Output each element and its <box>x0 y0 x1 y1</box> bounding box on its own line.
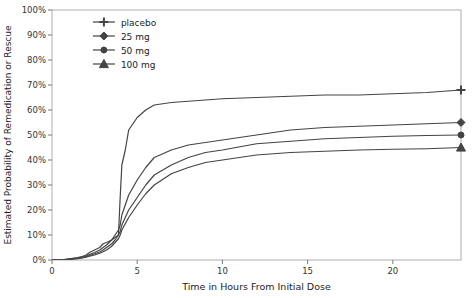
y-tick <box>48 60 52 61</box>
legend: placebo 25 mg 50 mg 100 mg <box>93 18 157 70</box>
x-tick-label: 5 <box>134 266 139 276</box>
legend-label: 25 mg <box>121 32 150 42</box>
legend-label: 50 mg <box>121 46 150 56</box>
x-tick <box>137 260 138 264</box>
y-tick-label: 50% <box>27 130 46 140</box>
end-marker <box>457 119 465 127</box>
y-tick-label: 70% <box>27 80 46 90</box>
y-axis-label: Estimated Probability of Remedication or… <box>3 25 13 245</box>
x-tick <box>392 260 393 264</box>
x-tick <box>222 260 223 264</box>
series-line <box>52 123 461 261</box>
y-tick <box>48 210 52 211</box>
legend-label: 100 mg <box>121 60 156 70</box>
x-tick-label: 10 <box>217 266 228 276</box>
legend-marker <box>101 47 107 53</box>
legend-marker <box>100 32 108 40</box>
y-tick-label: 90% <box>27 30 46 40</box>
chart: 0% 10% 20% 30% 40% 50% 60% 70% 80% 90% 100% 0 5 10 15 2… <box>0 0 475 298</box>
y-tick <box>48 235 52 236</box>
y-tick-label: 40% <box>27 155 46 165</box>
series-line <box>52 135 461 260</box>
y-tick <box>48 260 52 261</box>
y-tick <box>48 135 52 136</box>
y-tick-label: 30% <box>27 180 46 190</box>
y-tick <box>48 110 52 111</box>
y-tick-label: 80% <box>27 55 46 65</box>
end-marker <box>457 143 466 151</box>
x-axis-label: Time in Hours From Initial Dose <box>181 281 331 292</box>
series-line <box>52 90 461 260</box>
end-markers <box>457 86 466 152</box>
y-tick-label: 0% <box>33 255 47 265</box>
y-tick-label: 20% <box>27 205 46 215</box>
y-tick <box>48 185 52 186</box>
x-tick-label: 15 <box>302 266 313 276</box>
x-tick <box>52 260 53 264</box>
legend-marker <box>99 18 108 27</box>
legend-marker <box>99 60 108 68</box>
y-tick <box>48 160 52 161</box>
x-tick-label: 20 <box>387 266 398 276</box>
legend-label: placebo <box>121 18 157 28</box>
end-marker <box>458 132 464 138</box>
lines <box>52 90 461 260</box>
y-tick-label: 100% <box>22 5 46 15</box>
y-tick-label: 60% <box>27 105 46 115</box>
series-line <box>52 148 461 261</box>
y-tick <box>48 10 52 11</box>
y-tick <box>48 85 52 86</box>
x-tick <box>307 260 308 264</box>
y-tick-label: 10% <box>27 230 46 240</box>
plot-frame <box>52 10 461 260</box>
x-tick-label: 0 <box>49 266 54 276</box>
end-marker <box>457 86 466 95</box>
y-tick <box>48 35 52 36</box>
